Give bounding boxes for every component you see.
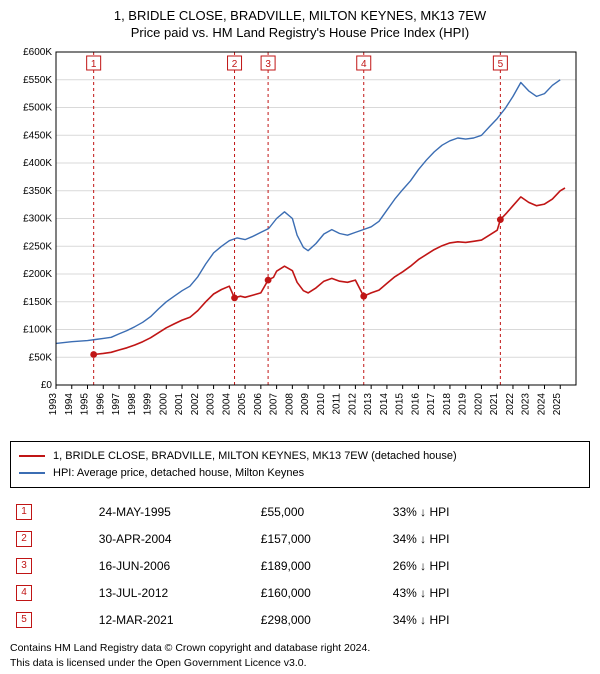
table-row: 3 16-JUN-2006£189,00026% ↓ HPI — [10, 552, 590, 579]
transaction-price: £189,000 — [255, 552, 387, 579]
svg-text:£200K: £200K — [23, 269, 52, 280]
svg-text:2010: 2010 — [316, 393, 327, 416]
transaction-index: 5 — [16, 612, 32, 628]
legend-row: 1, BRIDLE CLOSE, BRADVILLE, MILTON KEYNE… — [19, 448, 581, 465]
svg-text:2013: 2013 — [363, 393, 374, 416]
svg-text:£400K: £400K — [23, 158, 52, 169]
transaction-price: £157,000 — [255, 525, 387, 552]
svg-text:1998: 1998 — [127, 393, 138, 416]
svg-text:1: 1 — [91, 59, 97, 70]
table-row: 1 24-MAY-1995£55,00033% ↓ HPI — [10, 498, 590, 525]
svg-text:2007: 2007 — [269, 393, 280, 416]
legend-swatch — [19, 455, 45, 457]
svg-text:4: 4 — [361, 59, 367, 70]
svg-text:2012: 2012 — [347, 393, 358, 416]
svg-text:2022: 2022 — [505, 393, 516, 416]
footer-line-2: This data is licensed under the Open Gov… — [10, 656, 590, 671]
svg-text:1996: 1996 — [95, 393, 106, 416]
transaction-index: 4 — [16, 585, 32, 601]
svg-text:£600K: £600K — [23, 47, 52, 58]
transaction-index: 3 — [16, 558, 32, 574]
svg-text:£350K: £350K — [23, 186, 52, 197]
svg-text:2004: 2004 — [221, 393, 232, 416]
table-row: 4 13-JUL-2012£160,00043% ↓ HPI — [10, 579, 590, 606]
svg-text:2025: 2025 — [552, 393, 563, 416]
svg-text:2019: 2019 — [458, 393, 469, 416]
legend-label: 1, BRIDLE CLOSE, BRADVILLE, MILTON KEYNE… — [53, 448, 457, 465]
title-sub: Price paid vs. HM Land Registry's House … — [10, 25, 590, 40]
svg-text:£100K: £100K — [23, 325, 52, 336]
svg-text:£150K: £150K — [23, 297, 52, 308]
svg-text:2005: 2005 — [237, 393, 248, 416]
svg-text:£50K: £50K — [29, 352, 53, 363]
transaction-diff: 34% ↓ HPI — [387, 525, 590, 552]
svg-text:2024: 2024 — [536, 393, 547, 416]
svg-text:1997: 1997 — [111, 393, 122, 416]
svg-text:2016: 2016 — [410, 393, 421, 416]
svg-text:£500K: £500K — [23, 103, 52, 114]
svg-text:2021: 2021 — [489, 393, 500, 416]
svg-text:2020: 2020 — [473, 393, 484, 416]
svg-text:3: 3 — [265, 59, 271, 70]
transaction-date: 13-JUL-2012 — [93, 579, 255, 606]
transaction-date: 12-MAR-2021 — [93, 606, 255, 633]
svg-text:2017: 2017 — [426, 393, 437, 416]
transaction-diff: 26% ↓ HPI — [387, 552, 590, 579]
svg-text:1994: 1994 — [64, 393, 75, 416]
transaction-date: 24-MAY-1995 — [93, 498, 255, 525]
transaction-price: £298,000 — [255, 606, 387, 633]
transaction-price: £55,000 — [255, 498, 387, 525]
svg-text:2015: 2015 — [395, 393, 406, 416]
svg-text:2023: 2023 — [521, 393, 532, 416]
titles-block: 1, BRIDLE CLOSE, BRADVILLE, MILTON KEYNE… — [10, 8, 590, 40]
svg-text:2003: 2003 — [206, 393, 217, 416]
transactions-table: 1 24-MAY-1995£55,00033% ↓ HPI 2 30-APR-2004… — [10, 498, 590, 633]
page-container: 1, BRIDLE CLOSE, BRADVILLE, MILTON KEYNE… — [0, 0, 600, 674]
footer-text: Contains HM Land Registry data © Crown c… — [10, 641, 590, 670]
legend-swatch — [19, 472, 45, 474]
svg-text:2: 2 — [232, 59, 238, 70]
transaction-date: 16-JUN-2006 — [93, 552, 255, 579]
transaction-diff: 34% ↓ HPI — [387, 606, 590, 633]
transaction-diff: 33% ↓ HPI — [387, 498, 590, 525]
svg-text:1993: 1993 — [48, 393, 59, 416]
legend-row: HPI: Average price, detached house, Milt… — [19, 465, 581, 482]
transaction-index: 2 — [16, 531, 32, 547]
svg-text:2008: 2008 — [284, 393, 295, 416]
svg-text:2009: 2009 — [300, 393, 311, 416]
svg-text:£550K: £550K — [23, 75, 52, 86]
transaction-date: 30-APR-2004 — [93, 525, 255, 552]
svg-text:2006: 2006 — [253, 393, 264, 416]
title-main: 1, BRIDLE CLOSE, BRADVILLE, MILTON KEYNE… — [10, 8, 590, 23]
svg-text:£0: £0 — [41, 380, 53, 391]
svg-text:2001: 2001 — [174, 393, 185, 416]
transaction-diff: 43% ↓ HPI — [387, 579, 590, 606]
footer-line-1: Contains HM Land Registry data © Crown c… — [10, 641, 590, 656]
svg-text:£300K: £300K — [23, 214, 52, 225]
svg-text:£250K: £250K — [23, 241, 52, 252]
price-chart: £0 £50K £100K £150K £200K £250K £300K £350K £400… — [10, 46, 590, 431]
svg-text:5: 5 — [498, 59, 504, 70]
svg-text:2014: 2014 — [379, 393, 390, 416]
chart-legend: 1, BRIDLE CLOSE, BRADVILLE, MILTON KEYNE… — [10, 441, 590, 488]
transaction-index: 1 — [16, 504, 32, 520]
svg-text:1995: 1995 — [80, 393, 91, 416]
table-row: 5 12-MAR-2021£298,00034% ↓ HPI — [10, 606, 590, 633]
svg-text:2018: 2018 — [442, 393, 453, 416]
svg-text:£450K: £450K — [23, 130, 52, 141]
transaction-price: £160,000 — [255, 579, 387, 606]
svg-text:2002: 2002 — [190, 393, 201, 416]
table-row: 2 30-APR-2004£157,00034% ↓ HPI — [10, 525, 590, 552]
svg-text:2000: 2000 — [158, 393, 169, 416]
legend-label: HPI: Average price, detached house, Milt… — [53, 465, 304, 482]
chart-wrap: £0 £50K £100K £150K £200K £250K £300K £350K £400… — [10, 46, 590, 431]
svg-text:2011: 2011 — [332, 393, 343, 415]
svg-text:1999: 1999 — [143, 393, 154, 416]
